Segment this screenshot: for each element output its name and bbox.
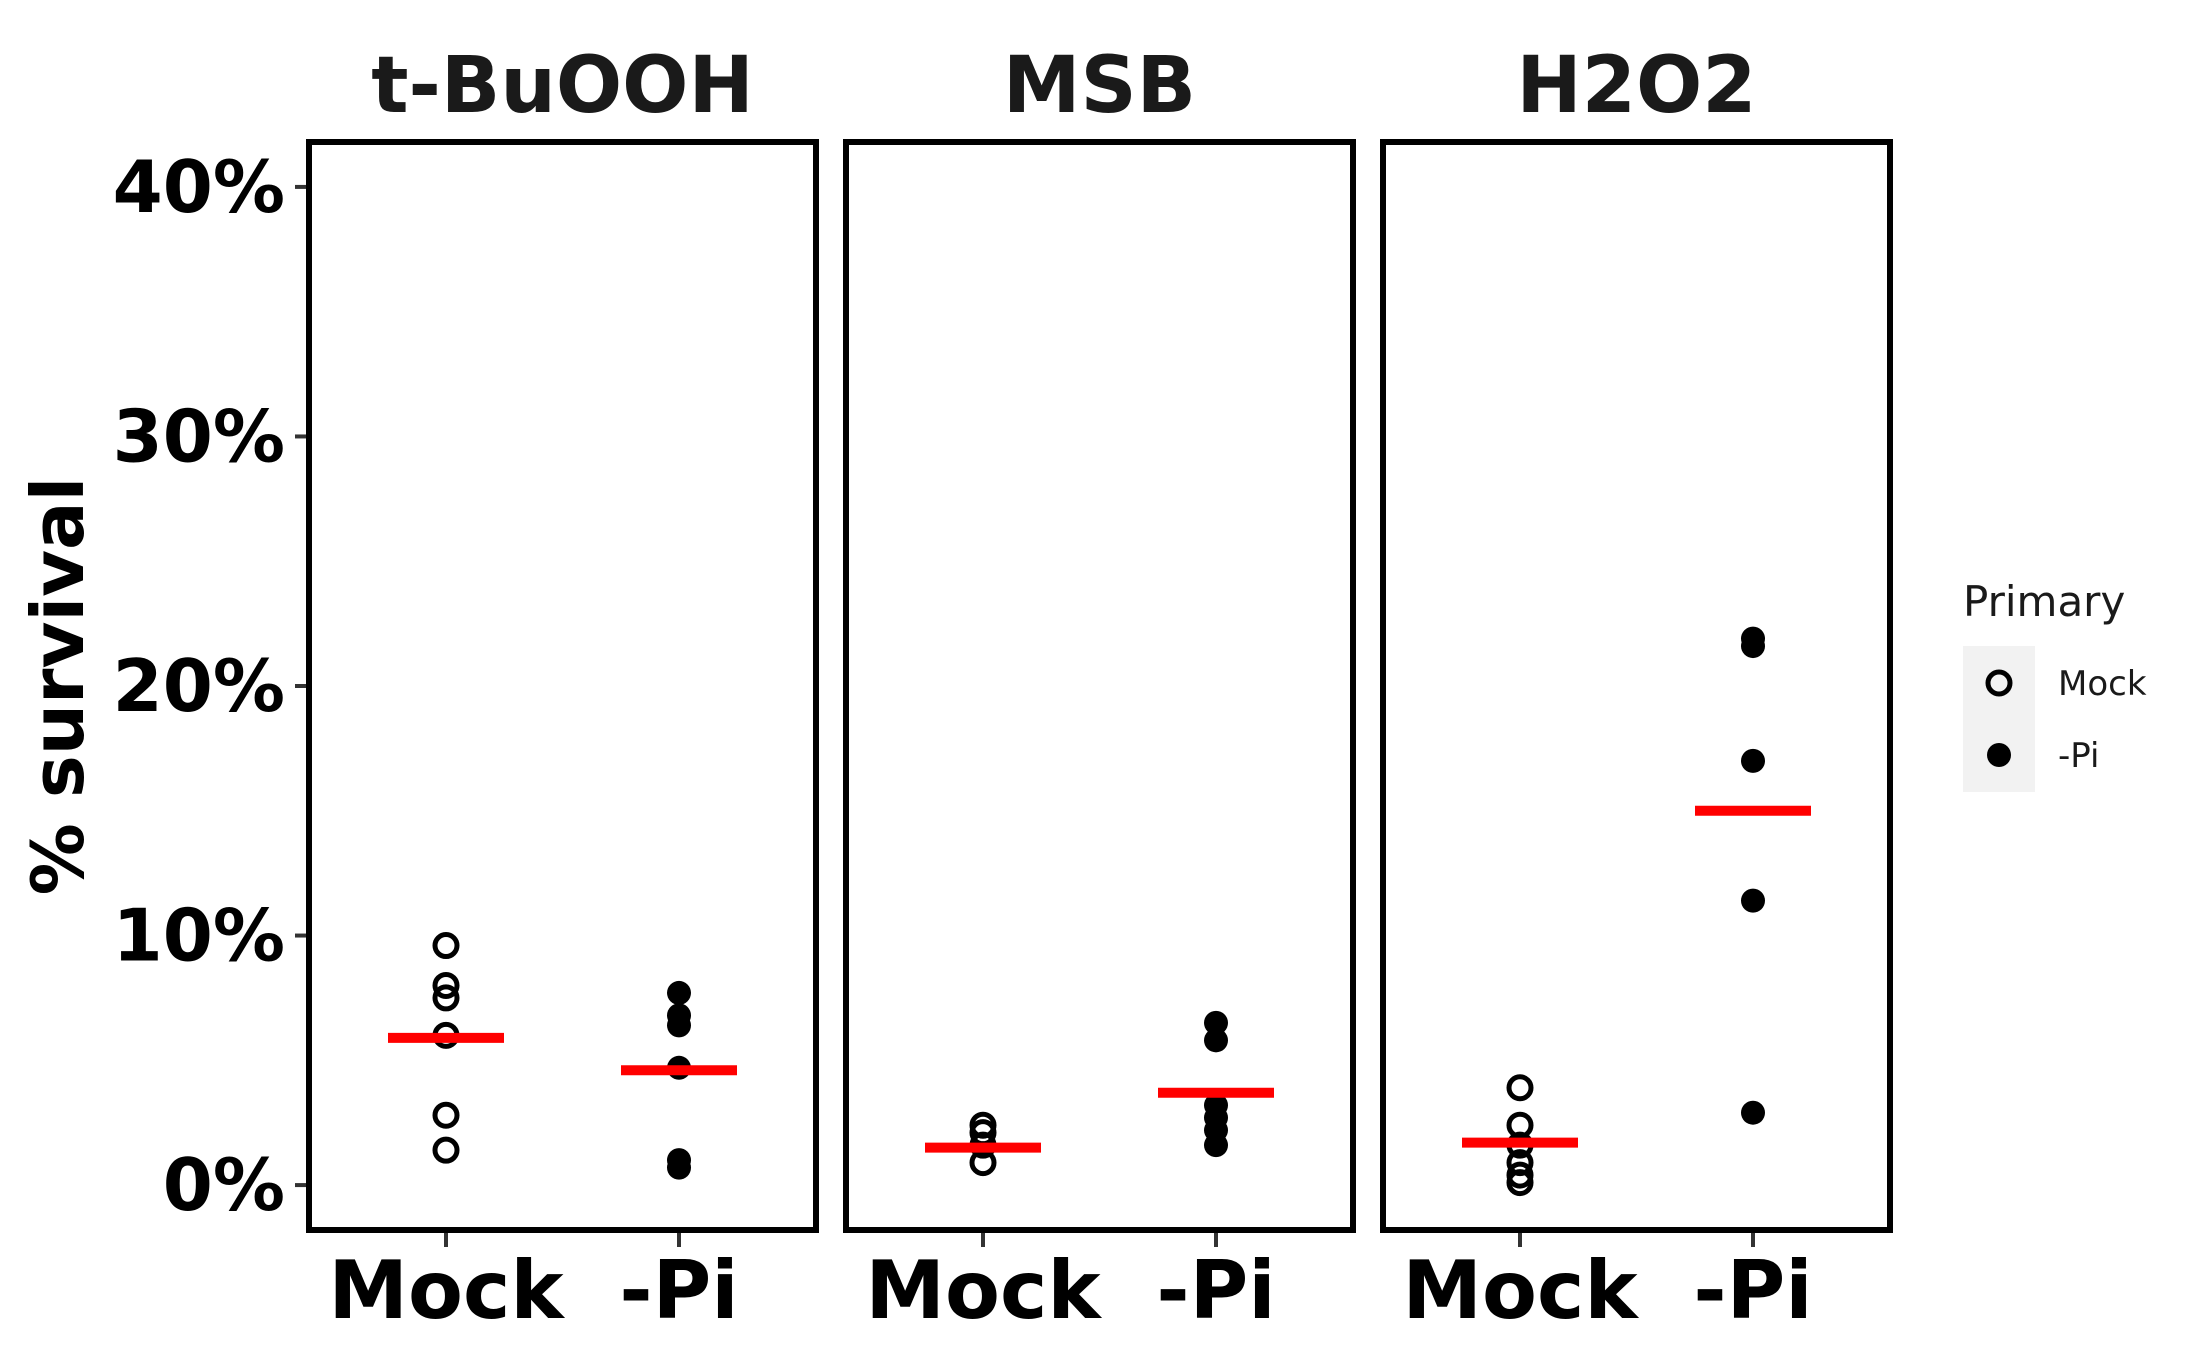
data-point-pi: [1204, 1028, 1228, 1053]
legend-label: Mock: [2058, 664, 2147, 704]
x-tick-label: Mock: [328, 1244, 565, 1337]
legend-mock-icon: [1985, 669, 2013, 697]
y-tick-label: 20%: [113, 644, 285, 728]
data-point-pi: [667, 1013, 691, 1038]
data-point-mock: [1506, 1169, 1534, 1197]
panel-title: H2O2: [1516, 41, 1756, 131]
panel-title: MSB: [1003, 41, 1196, 131]
data-point-pi: [1741, 888, 1765, 913]
y-axis-title: % survival: [16, 477, 100, 896]
data-point-pi: [1741, 1100, 1765, 1125]
legend-key-background: [1963, 646, 2035, 792]
data-point-pi: [1204, 1010, 1228, 1035]
y-tick-label: 30%: [113, 394, 285, 478]
legend-pi-icon: [1987, 743, 2011, 767]
data-point-mock: [432, 932, 460, 960]
legend-title: Primary: [1963, 577, 2125, 626]
y-tick-label: 0%: [163, 1143, 285, 1227]
panel-frame: [1380, 139, 1893, 1233]
data-point-pi: [667, 1155, 691, 1180]
data-point-mock: [432, 1101, 460, 1129]
y-tick-label: 40%: [113, 145, 285, 229]
x-tick-label: -Pi: [1156, 1244, 1275, 1337]
data-point-pi: [667, 980, 691, 1005]
panel-frame: [843, 139, 1356, 1233]
x-tick-label: -Pi: [619, 1244, 738, 1337]
data-point-pi: [1741, 748, 1765, 773]
panel-title: t-BuOOH: [371, 41, 754, 131]
panel-frame: [306, 139, 819, 1233]
data-point-pi: [1741, 634, 1765, 659]
x-tick-label: Mock: [1402, 1244, 1639, 1337]
data-point-mock: [432, 971, 460, 999]
x-tick-label: Mock: [865, 1244, 1102, 1337]
legend-label: -Pi: [2058, 736, 2099, 776]
data-point-pi: [1204, 1133, 1228, 1158]
data-point-mock: [1506, 1074, 1534, 1102]
y-tick-label: 10%: [113, 894, 285, 978]
data-point-mock: [432, 1136, 460, 1164]
x-tick-label: -Pi: [1693, 1244, 1812, 1337]
data-point-mock: [432, 984, 460, 1012]
